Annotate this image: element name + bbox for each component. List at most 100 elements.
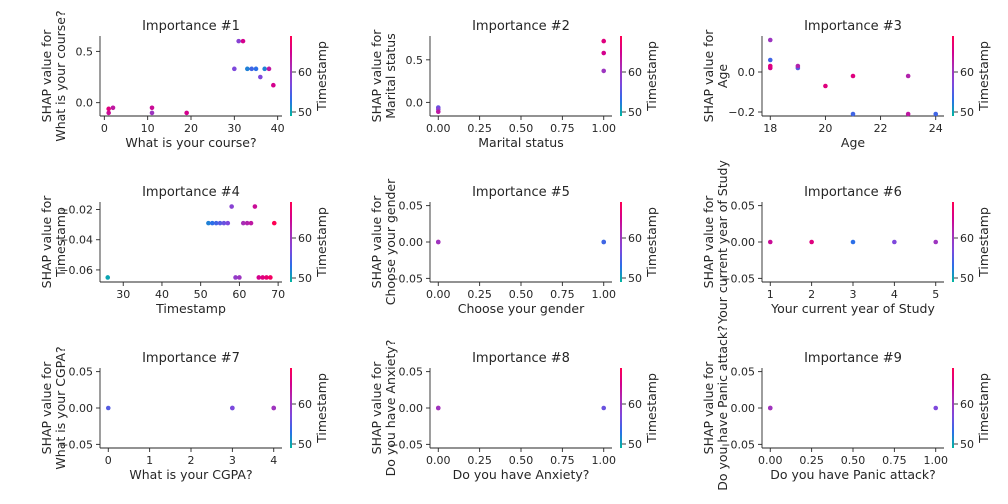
- x-tick-label: 18: [763, 122, 777, 135]
- y-tick-label: 0.00: [731, 236, 756, 249]
- data-point: [249, 66, 254, 72]
- data-point: [206, 220, 211, 226]
- x-tick-label: 70: [271, 288, 285, 301]
- data-point: [435, 405, 441, 411]
- colorbar-tick-label: 50: [960, 272, 974, 285]
- colorbar: 50 60 Timestamp: [952, 36, 991, 119]
- data-point: [230, 405, 235, 411]
- y-tick-label: −0.2: [728, 106, 755, 119]
- data-point: [233, 275, 238, 280]
- colorbar-tick-label: 50: [298, 106, 312, 119]
- y-axis-label: SHAP value forWhat is your CGPA?: [39, 346, 68, 469]
- data-point: [260, 275, 265, 280]
- colorbar-tick-label: 60: [628, 398, 642, 411]
- x-tick-label: 0.00: [426, 288, 451, 301]
- x-tick-label: 0.50: [841, 454, 866, 467]
- x-tick-label: 10: [141, 122, 155, 135]
- y-tick-label: −0.04: [59, 234, 93, 247]
- subplot-title: Importance #2: [472, 19, 570, 34]
- subplot-title: Importance #6: [804, 185, 902, 200]
- x-tick-label: 40: [271, 122, 285, 135]
- x-tick-label: 1: [146, 454, 153, 467]
- data-point: [435, 109, 441, 115]
- y-tick-label: −0.05: [721, 438, 755, 451]
- x-tick-label: 0.50: [509, 122, 534, 135]
- data-point: [252, 204, 258, 209]
- data-point: [905, 73, 911, 79]
- x-tick-label: 1.00: [923, 454, 948, 467]
- data-point: [244, 220, 250, 226]
- data-point: [105, 405, 111, 411]
- data-point: [271, 405, 277, 411]
- data-point: [258, 74, 263, 80]
- subplot-title: Importance #9: [804, 351, 902, 366]
- colorbar-tick-label: 50: [628, 106, 642, 119]
- y-tick-label: 0.05: [69, 366, 94, 379]
- subplot-9: Importance #9 0.00 0.25 0.50 0.75 1.00 0.05 0.0…: [701, 325, 991, 491]
- data-point: [767, 405, 773, 411]
- subplot-6: Importance #6 1 2 3 4 5 0.05 0.00 −0.05 Your curr…: [701, 160, 991, 325]
- subplot-7: Importance #7 0 1 2 3 4 0.05 0.00 −0.05 What is y…: [39, 346, 329, 482]
- data-point: [601, 50, 607, 56]
- y-tick-label: 0.5: [406, 54, 424, 67]
- x-tick-label: 0.25: [799, 454, 824, 467]
- y-axis-label: SHAP value forDo you have Anxiety?: [369, 340, 398, 477]
- data-point: [253, 66, 259, 72]
- data-point: [149, 110, 155, 116]
- data-point: [229, 204, 234, 209]
- data-point: [795, 63, 801, 69]
- subplot-4: Importance #4 30 40 50 60 70 −0.02 −0.04 −0.06 Ti…: [39, 185, 329, 316]
- data-point: [221, 220, 227, 226]
- data-point: [933, 239, 939, 245]
- x-tick-label: 0.25: [467, 122, 492, 135]
- x-tick-label: 1.00: [591, 122, 616, 135]
- x-tick-label: 3: [850, 288, 857, 301]
- data-point: [106, 106, 111, 112]
- y-axis-label: SHAP value forAge: [701, 29, 730, 123]
- x-axis-label: Your current year of Study: [770, 301, 935, 316]
- data-point: [809, 239, 814, 245]
- x-tick-label: 0: [101, 122, 108, 135]
- colorbar-tick-label: 60: [960, 232, 974, 245]
- colorbar-tick-label: 50: [628, 438, 642, 451]
- colorbar: 50 60 Timestamp: [952, 202, 991, 285]
- data-point: [767, 57, 773, 63]
- colorbar-gradient: [952, 202, 954, 282]
- y-tick-label: −0.05: [389, 438, 423, 451]
- colorbar-label: Timestamp: [644, 41, 659, 112]
- colorbar-tick-label: 50: [298, 272, 312, 285]
- subplot-title: Importance #8: [472, 351, 570, 366]
- y-tick-label: 0.00: [399, 236, 424, 249]
- colorbar-tick-label: 60: [628, 232, 642, 245]
- data-point: [601, 239, 607, 245]
- x-tick-label: 0.75: [550, 122, 575, 135]
- colorbar-tick-label: 60: [298, 66, 312, 79]
- x-tick-label: 0.50: [509, 454, 534, 467]
- colorbar-tick-label: 60: [628, 66, 642, 79]
- data-point: [264, 275, 269, 280]
- x-tick-label: 5: [932, 288, 939, 301]
- x-tick-label: 0.00: [758, 454, 783, 467]
- x-tick-label: 0: [105, 454, 112, 467]
- y-tick-label: 0.5: [76, 45, 94, 58]
- data-point: [767, 239, 773, 245]
- x-tick-label: 40: [155, 288, 169, 301]
- data-point: [110, 105, 116, 111]
- subplot-title: Importance #3: [804, 19, 902, 34]
- y-tick-label: 0.0: [738, 66, 756, 79]
- subplot-title: Importance #1: [142, 19, 240, 34]
- data-point: [106, 110, 111, 116]
- y-tick-label: −0.06: [59, 264, 93, 277]
- x-axis-label: Marital status: [478, 135, 563, 150]
- colorbar-label: Timestamp: [314, 373, 329, 444]
- data-point: [225, 220, 231, 226]
- data-point: [184, 110, 189, 116]
- colorbar-gradient: [620, 36, 622, 116]
- subplot-2: Importance #2 0.00 0.25 0.50 0.75 1.00 0.0 0.5 M…: [369, 19, 659, 150]
- data-point: [149, 105, 155, 111]
- data-point: [262, 66, 267, 72]
- data-point: [892, 239, 897, 245]
- x-tick-label: 0.75: [882, 454, 907, 467]
- x-tick-label: 20: [184, 122, 198, 135]
